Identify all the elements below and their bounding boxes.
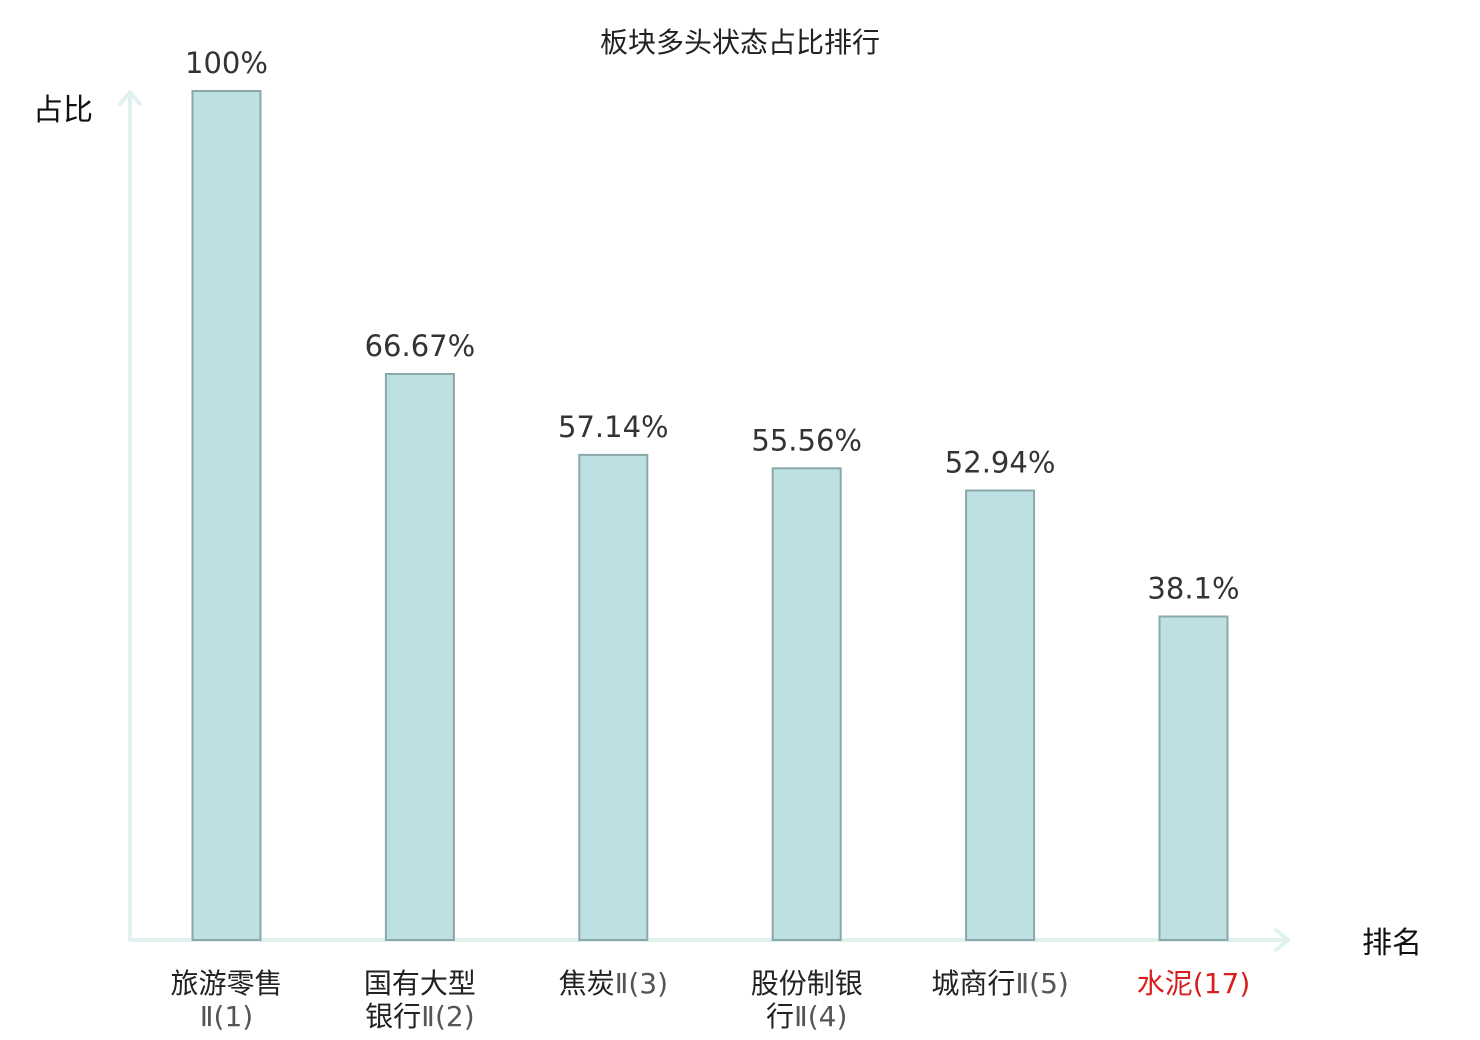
x-tick-label: 旅游零售 — [170, 967, 282, 1000]
x-tick-label-rank: (17) — [1193, 967, 1250, 1000]
x-tick-label-rank: Ⅱ(1) — [200, 1000, 253, 1033]
chart-title: 板块多头状态占比排行 — [600, 26, 880, 59]
x-tick-label-name: 城商行 — [931, 967, 1015, 1000]
bar — [384, 373, 455, 941]
x-axis-arrow — [1274, 928, 1290, 952]
x-tick-label: 股份制银 — [751, 967, 863, 1000]
x-tick-label: 城商行Ⅱ(5) — [931, 967, 1068, 1000]
bar — [965, 489, 1036, 941]
bar-value-label: 38.1% — [1147, 572, 1239, 606]
x-tick-label-name: 旅游零售 — [170, 967, 282, 1000]
bar — [191, 90, 262, 941]
x-tick-label-name: 股份制银 — [751, 967, 863, 1000]
x-tick-label-name: 焦炭 — [559, 967, 615, 1000]
bar-value-label: 55.56% — [751, 423, 862, 457]
x-tick-label-rank: Ⅱ(2) — [421, 1000, 474, 1033]
x-tick-label: 焦炭Ⅱ(3) — [559, 967, 668, 1000]
x-tick-label-rank: Ⅱ(4) — [794, 1000, 847, 1033]
x-tick-label-name: 国有大型 — [364, 967, 476, 1000]
x-tick-label-name: 银行 — [365, 1000, 421, 1033]
x-tick-label-name: 行 — [766, 1000, 794, 1033]
x-tick-label-name: 水泥 — [1137, 967, 1193, 1000]
x-tick-label: 国有大型 — [364, 967, 476, 1000]
bar-value-label: 52.94% — [945, 446, 1056, 480]
x-axis-title: 排名 — [1362, 926, 1422, 961]
x-tick-label: 行Ⅱ(4) — [766, 1000, 847, 1033]
y-axis-title: 占比 — [33, 93, 93, 128]
y-axis-arrow — [118, 90, 142, 106]
x-tick-label-rank: Ⅱ(3) — [615, 967, 668, 1000]
bar-value-label: 57.14% — [558, 410, 669, 444]
x-tick-label: 银行Ⅱ(2) — [365, 1000, 474, 1033]
bar — [578, 453, 649, 941]
value-labels-group: 100% 66.67% 57.14% 55.56% 52.94% 38.1% — [185, 46, 1240, 606]
bars-group — [191, 90, 1229, 941]
x-tick-label: Ⅱ(1) — [200, 1000, 253, 1033]
x-tick-label-rank: Ⅱ(5) — [1015, 967, 1068, 1000]
bar-value-label: 100% — [185, 46, 268, 80]
bar — [1158, 615, 1229, 941]
bar-value-label: 66.67% — [365, 329, 476, 363]
x-tick-label: 水泥(17) — [1137, 967, 1251, 1000]
bar — [771, 467, 842, 941]
